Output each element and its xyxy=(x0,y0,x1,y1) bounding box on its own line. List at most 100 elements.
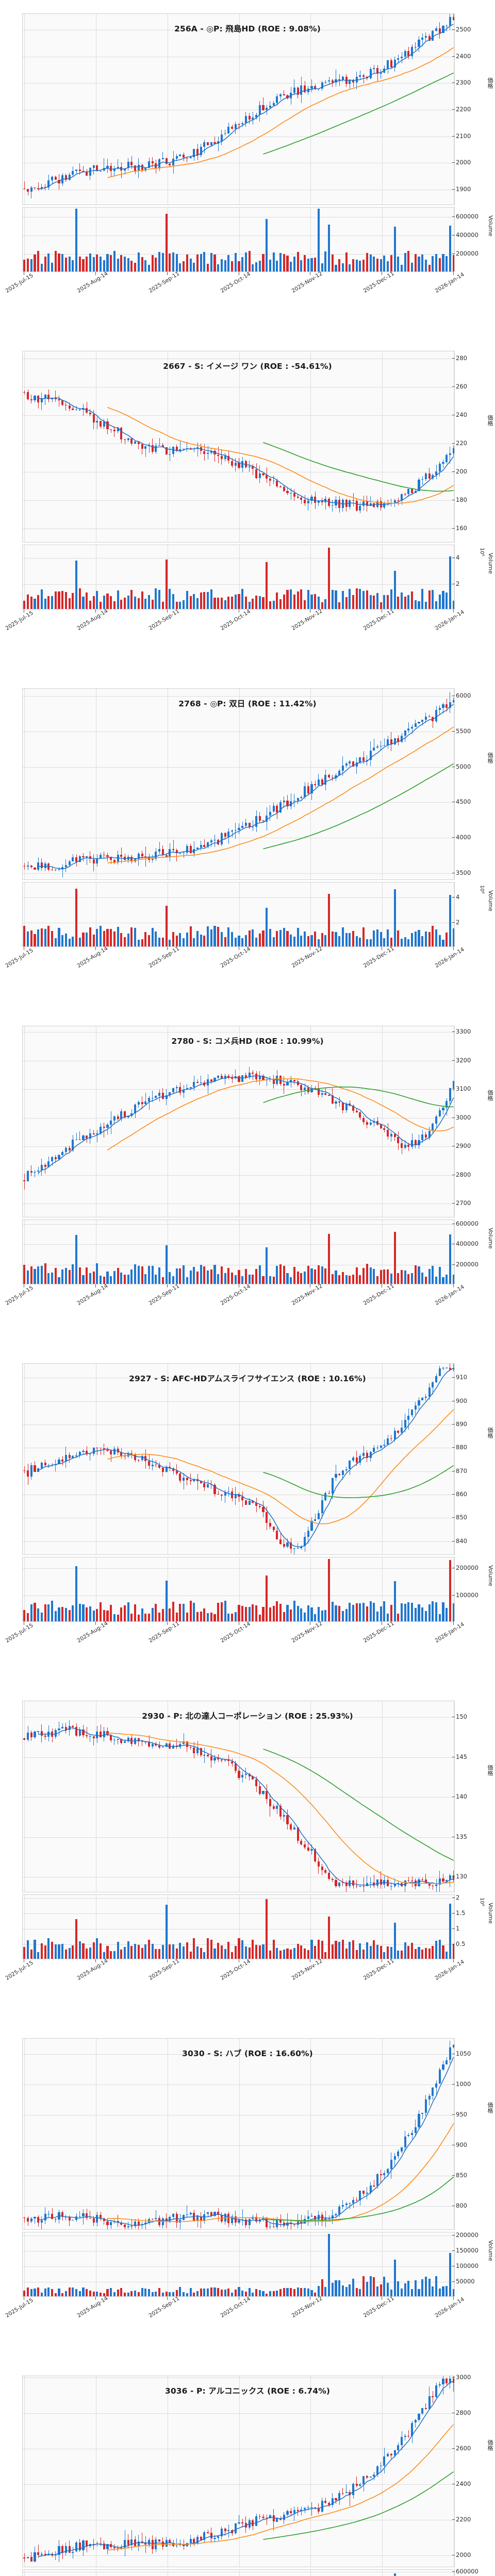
candle-body xyxy=(134,165,137,171)
price-axis-tick: 840 xyxy=(452,1537,467,1545)
volume-bar xyxy=(349,933,351,946)
candle-body xyxy=(23,2557,26,2558)
volume-bar xyxy=(390,255,392,272)
volume-bar xyxy=(262,1944,265,1959)
volume-bar xyxy=(54,1944,57,1959)
volume-bar xyxy=(255,1605,258,1621)
volume-bar xyxy=(120,1949,123,1959)
candle-body xyxy=(279,2518,282,2520)
volume-bar xyxy=(44,598,46,609)
candle-body xyxy=(390,1886,392,1887)
x-axis-tick-label: 2025-Sep-11 xyxy=(147,945,180,970)
candle-body xyxy=(123,2539,126,2548)
volume-bar xyxy=(106,1945,109,1959)
volume-gridline-vertical xyxy=(382,1895,383,1959)
candle-body xyxy=(200,2216,202,2221)
volume-bar xyxy=(338,1941,341,1959)
candle-body xyxy=(380,1879,382,1885)
candle-body xyxy=(27,189,29,192)
volume-bar xyxy=(321,1611,323,1621)
candle-body xyxy=(96,1133,98,1134)
price-axis-tick: 950 xyxy=(452,2110,467,2118)
candle-body xyxy=(327,1872,331,1879)
candle-body xyxy=(213,1484,216,1494)
candle-body xyxy=(286,1543,289,1547)
volume-bar xyxy=(75,1566,78,1621)
volume-bar xyxy=(428,1948,431,1959)
candle-body xyxy=(248,1774,251,1776)
volume-bar xyxy=(220,932,223,946)
volume-bar xyxy=(317,2285,320,2296)
candle-body xyxy=(310,1088,313,1092)
volume-bar xyxy=(158,252,161,272)
candle-body xyxy=(44,863,46,869)
candle-body xyxy=(352,80,355,82)
candle-body xyxy=(252,2217,254,2219)
candle-body xyxy=(387,1130,389,1137)
candle-body xyxy=(172,1745,175,1749)
candle-body xyxy=(238,2219,240,2223)
volume-gridline-vertical xyxy=(382,1557,383,1621)
x-axis-tick-label: 2025-Jul-15 xyxy=(4,1622,35,1645)
candle-body xyxy=(165,1095,168,1099)
volume-gridline-vertical xyxy=(239,883,240,946)
volume-bar xyxy=(283,1612,285,1621)
candle-body xyxy=(366,2193,368,2194)
volume-bar xyxy=(355,588,358,609)
candle-body xyxy=(47,1465,50,1466)
volume-bar xyxy=(397,596,400,609)
candle-body xyxy=(34,1732,36,1738)
volume-bar xyxy=(179,1268,182,1284)
candle-body xyxy=(327,2502,331,2505)
candle-body xyxy=(414,2127,417,2133)
candle-body xyxy=(196,447,199,449)
candle-body xyxy=(438,28,441,33)
candle-body xyxy=(355,77,358,82)
volume-bar xyxy=(300,1273,303,1284)
volume-bar xyxy=(82,933,85,946)
volume-bar xyxy=(68,598,71,609)
volume-bar xyxy=(200,1611,202,1621)
volume-bar xyxy=(442,590,444,609)
candle-body xyxy=(193,1479,195,1482)
volume-bar xyxy=(103,260,105,272)
volume-bar xyxy=(435,254,438,272)
candle-body xyxy=(421,1134,424,1140)
candle-body xyxy=(86,856,88,858)
volume-bar xyxy=(269,1276,271,1284)
volume-bar xyxy=(82,1604,85,1621)
volume-bar xyxy=(293,2289,295,2296)
price-gridline-vertical xyxy=(239,2376,240,2567)
x-axis-tick-label: 2025-Aug-14 xyxy=(76,1282,109,1307)
candle-body xyxy=(210,2533,212,2539)
candle-body xyxy=(258,2516,261,2517)
candle-body xyxy=(169,1743,171,1749)
candle-body xyxy=(137,1460,140,1461)
candle-body xyxy=(110,857,112,860)
volume-panel xyxy=(22,2569,455,2576)
candle-body xyxy=(380,73,382,74)
candle-body xyxy=(244,823,247,826)
volume-bar xyxy=(317,939,320,946)
volume-bar xyxy=(390,2289,392,2296)
price-axis-tick: 3200 xyxy=(452,1056,471,1064)
volume-bar xyxy=(321,933,323,946)
volume-bar xyxy=(252,264,254,272)
candle-body xyxy=(300,497,303,500)
price-axis-label: 価格 xyxy=(487,752,493,764)
candle-body xyxy=(307,1088,309,1092)
price-gridline xyxy=(23,2084,454,2085)
candle-body xyxy=(290,801,292,806)
x-axis-tickmark xyxy=(167,2297,168,2300)
volume-bar xyxy=(432,2286,434,2296)
candle-body xyxy=(290,2511,292,2513)
price-axis-tick: 3000 xyxy=(452,1113,471,1121)
volume-bar xyxy=(86,1267,88,1284)
volume-bar xyxy=(123,256,126,272)
candle-body xyxy=(117,2221,119,2223)
candle-body xyxy=(207,1484,209,1487)
price-gridline-vertical xyxy=(382,14,383,205)
candle-body xyxy=(300,1841,303,1844)
volume-bar xyxy=(400,592,403,609)
candle-body xyxy=(432,2087,434,2096)
